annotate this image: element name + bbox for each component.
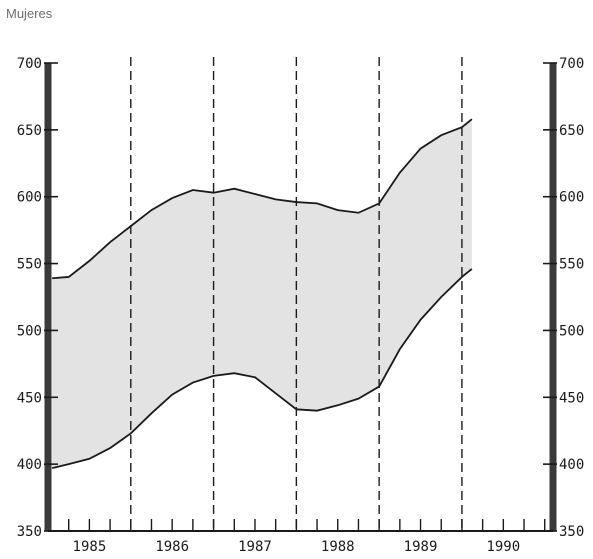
- left-ytick-label: 700: [17, 56, 42, 72]
- left-ytick-label: 350: [17, 524, 42, 540]
- upper-bound-line: [52, 118, 473, 280]
- year-label-1985: 1985: [73, 539, 107, 555]
- right-ytick-label: 450: [559, 390, 584, 406]
- left-axis-bar: [44, 63, 52, 531]
- right-ytick-label: 400: [559, 457, 584, 473]
- year-label-1988: 1988: [321, 539, 355, 555]
- year-label-1987: 1987: [238, 539, 272, 555]
- left-ytick-label: 600: [17, 190, 42, 206]
- year-label-1986: 1986: [155, 539, 189, 555]
- right-axis-bar: [549, 63, 557, 531]
- right-ytick-label: 550: [559, 257, 584, 273]
- range-band: [52, 119, 472, 469]
- right-ytick-label: 500: [559, 323, 584, 339]
- year-label-1989: 1989: [404, 539, 438, 555]
- right-ytick-label: 700: [559, 56, 584, 72]
- right-ytick-label: 600: [559, 190, 584, 206]
- left-ytick-label: 450: [17, 390, 42, 406]
- chart-title: Mujeres: [6, 6, 53, 21]
- left-ytick-label: 650: [17, 123, 42, 139]
- left-ytick-label: 550: [17, 257, 42, 273]
- right-ytick-label: 650: [559, 123, 584, 139]
- right-ytick-label: 350: [559, 524, 584, 540]
- year-label-1990: 1990: [486, 539, 520, 555]
- left-ytick-label: 400: [17, 457, 42, 473]
- lower-bound-line: [51, 268, 473, 470]
- left-ytick-label: 500: [17, 323, 42, 339]
